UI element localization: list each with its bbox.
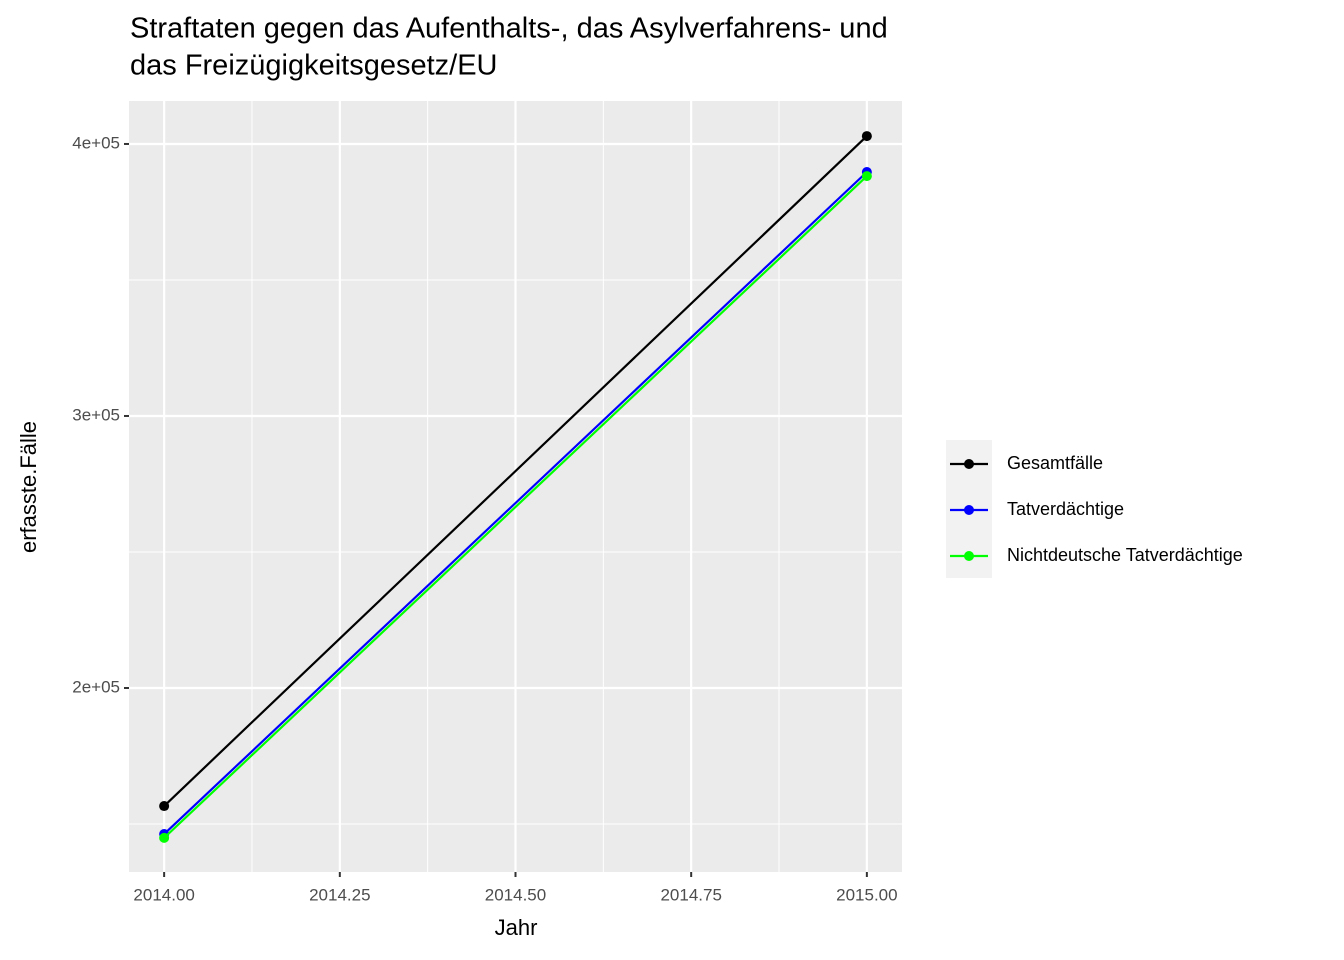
point: [861, 131, 872, 142]
series-line: [163, 175, 868, 839]
legend-key-point: [964, 459, 974, 469]
y-tick-label: 4e+05: [72, 133, 120, 152]
point: [159, 801, 170, 812]
series-line: [163, 135, 868, 807]
point: [861, 171, 872, 182]
legend-key-point: [964, 551, 974, 561]
legend-label: Gesamtfälle: [1007, 453, 1103, 473]
legend-key-point: [964, 505, 974, 515]
x-tick-label: 2014.50: [485, 885, 546, 904]
point: [159, 832, 170, 843]
x-tick-label: 2014.75: [660, 885, 721, 904]
series-line: [163, 171, 868, 835]
x-tick-label: 2015.00: [836, 885, 897, 904]
chart-title: das Freizügigkeitsgesetz/EU: [130, 50, 498, 82]
x-tick-label: 2014.00: [133, 885, 194, 904]
x-tick-label: 2014.25: [309, 885, 370, 904]
chart-title: Straftaten gegen das Aufenthalts-, das A…: [130, 13, 888, 45]
y-tick-label: 3e+05: [72, 405, 120, 424]
y-tick-label: 2e+05: [72, 677, 120, 696]
y-axis-title: erfasste.Fälle: [16, 421, 41, 553]
x-axis-title: Jahr: [495, 915, 538, 940]
legend-label: Tatverdächtige: [1007, 499, 1124, 519]
legend-label: Nichtdeutsche Tatverdächtige: [1007, 545, 1243, 565]
